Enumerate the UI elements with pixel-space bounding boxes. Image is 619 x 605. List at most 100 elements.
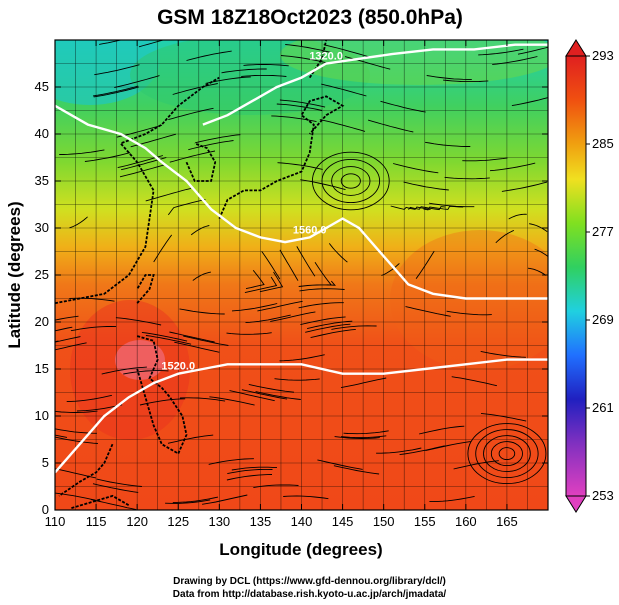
colorbar-tick-label: 277 xyxy=(592,224,614,239)
streamline xyxy=(381,263,400,276)
streamline xyxy=(55,336,81,343)
streamline xyxy=(186,50,232,61)
coastline xyxy=(185,142,217,182)
streamline xyxy=(283,495,329,500)
streamline xyxy=(462,157,508,162)
streamline xyxy=(55,342,87,351)
streamline xyxy=(165,499,211,504)
streamline xyxy=(508,213,527,220)
streamline xyxy=(270,311,316,322)
x-tick-label: 150 xyxy=(373,514,395,529)
y-tick-label: 15 xyxy=(35,361,49,376)
wind-streamlines xyxy=(55,40,548,510)
coastline xyxy=(136,274,155,304)
streamline xyxy=(298,280,336,287)
streamline xyxy=(76,404,123,412)
streamline xyxy=(169,150,216,163)
streamline xyxy=(259,271,284,293)
streamline xyxy=(334,436,380,439)
x-tick-label: 165 xyxy=(496,514,518,529)
colorbar-tick-label: 269 xyxy=(592,312,614,327)
streamline xyxy=(529,223,548,232)
streamline xyxy=(69,216,88,229)
streamline xyxy=(195,134,241,144)
x-tick-label: 130 xyxy=(208,514,230,529)
streamline xyxy=(390,205,431,210)
streamline xyxy=(55,326,73,332)
streamline xyxy=(300,316,346,326)
streamline xyxy=(328,243,348,263)
colorbar-bottom-arrow xyxy=(565,495,587,513)
streamline xyxy=(331,325,377,330)
coastline xyxy=(136,335,188,455)
streamline xyxy=(425,141,471,147)
streamline xyxy=(92,483,139,493)
streamline xyxy=(55,315,79,321)
y-tick-label: 35 xyxy=(35,173,49,188)
streamline xyxy=(271,115,317,123)
streamline xyxy=(179,308,225,315)
colorbar-top-arrow xyxy=(565,39,587,57)
x-tick-label: 160 xyxy=(455,514,477,529)
streamline xyxy=(426,75,472,80)
streamline xyxy=(429,495,475,503)
streamline xyxy=(285,44,331,53)
colorbar-tick-label: 285 xyxy=(592,136,614,151)
streamline xyxy=(188,140,234,151)
x-tick-label: 110 xyxy=(45,514,66,529)
streamline xyxy=(257,300,303,312)
streamline xyxy=(343,430,389,435)
streamline xyxy=(241,389,288,400)
streamline xyxy=(55,492,96,501)
streamline xyxy=(190,225,210,236)
streamline xyxy=(399,445,445,456)
streamline xyxy=(403,181,449,191)
streamline xyxy=(248,383,295,393)
streamline xyxy=(392,163,439,174)
y-tick-label: 10 xyxy=(35,408,49,423)
coastline xyxy=(71,494,130,509)
streamline xyxy=(245,270,265,290)
y-tick-label: 20 xyxy=(35,314,49,329)
streamline xyxy=(55,410,98,413)
streamline xyxy=(244,276,278,294)
plot-area: 1320.0 1560.0 1520.0 xyxy=(55,40,548,510)
x-tick-label: 145 xyxy=(332,514,354,529)
streamline xyxy=(96,478,142,487)
x-axis-label: Longitude (degrees) xyxy=(219,540,382,559)
streamline xyxy=(66,394,112,403)
streamline xyxy=(172,83,218,95)
streamline xyxy=(255,391,301,400)
streamline xyxy=(168,107,214,121)
coastline xyxy=(58,443,114,497)
streamline xyxy=(405,306,451,317)
x-tick-label: 125 xyxy=(167,514,189,529)
streamline xyxy=(480,350,526,358)
colorbar-scale xyxy=(565,55,587,497)
streamline xyxy=(92,85,139,97)
streamline xyxy=(277,162,323,170)
colorbar-tick-label: 253 xyxy=(592,488,614,503)
streamline xyxy=(321,83,367,97)
contour-label: 1560.0 xyxy=(293,224,327,236)
streamline xyxy=(169,331,215,343)
streamline xyxy=(367,119,414,133)
streamline xyxy=(501,181,548,192)
coastline xyxy=(55,76,220,305)
x-tick-label: 155 xyxy=(414,514,436,529)
streamline xyxy=(298,302,344,309)
streamline xyxy=(99,40,123,45)
streamline xyxy=(167,199,206,216)
y-axis-ticks: 0 5 10 15 20 25 30 35 40 45 xyxy=(35,79,548,517)
streamline xyxy=(205,76,251,84)
streamline xyxy=(534,248,548,258)
coastline xyxy=(218,95,345,219)
colorbar-tick-label: 261 xyxy=(592,400,614,415)
streamline xyxy=(93,86,140,98)
streamline xyxy=(280,55,327,64)
x-tick-label: 120 xyxy=(126,514,148,529)
streamline xyxy=(453,460,499,470)
streamline xyxy=(231,303,278,312)
streamline xyxy=(261,251,281,280)
